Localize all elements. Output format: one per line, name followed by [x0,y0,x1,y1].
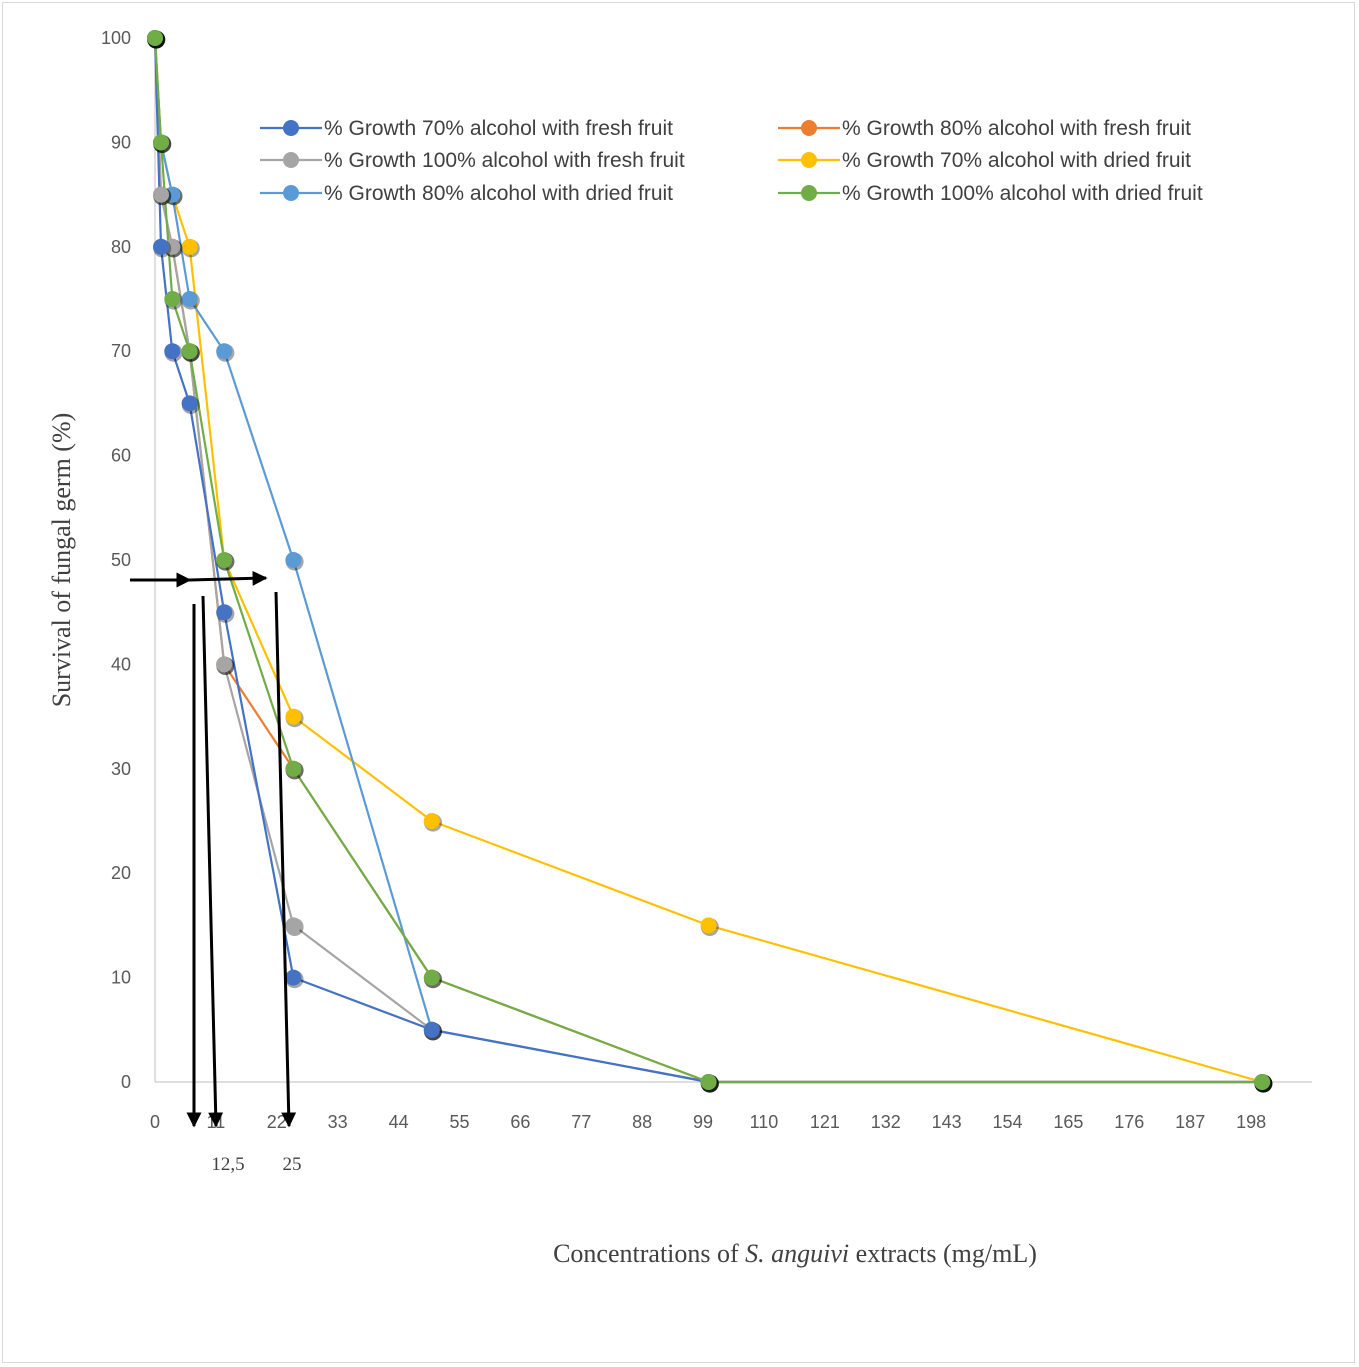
data-point [153,238,170,255]
data-point [285,708,302,725]
x-tick-label: 22 [267,1112,287,1132]
legend-marker [283,185,299,201]
data-point [147,30,163,46]
legend-label: % Growth 100% alcohol with dried fruit [842,182,1203,205]
x-tick-label: 154 [993,1112,1023,1132]
data-point [181,238,198,255]
x-tick-label: 44 [389,1112,409,1132]
x-tick-label: 121 [810,1112,840,1132]
annotation-25: 25 [283,1154,302,1175]
x-tick-label: 88 [632,1112,652,1132]
x-tick-label: 66 [510,1112,530,1132]
x-tick-label: 165 [1053,1112,1083,1132]
data-point [164,343,181,360]
data-point [285,969,302,986]
data-point [285,917,302,934]
series-layer [147,30,1273,1093]
data-point [285,552,302,568]
x-axis-label-part-1: Concentrations of [553,1239,745,1268]
annotation-arrow [189,570,268,586]
annotation-arrow [201,595,224,1128]
legend-label: % Growth 80% alcohol with fresh fruit [842,117,1191,140]
data-point [181,395,198,412]
annotation-arrows [130,570,297,1128]
x-tick-label: 132 [871,1112,901,1132]
legend: % Growth 70% alcohol with fresh fruit % G… [260,117,1203,205]
x-tick-label: 143 [932,1112,962,1132]
data-point [153,186,170,203]
legend-marker [801,185,817,201]
legend-marker [283,120,299,136]
x-axis-label: Concentrations of S. anguivi extracts (m… [553,1239,1037,1268]
data-point [423,1021,440,1038]
data-point [181,343,198,360]
x-axis-label-italic: S. anguivi [745,1239,849,1268]
legend-marker [283,152,299,168]
y-tick-label: 80 [111,237,131,257]
x-tick-label: 187 [1175,1112,1205,1132]
data-point [216,656,233,673]
annotation-12-5: 12,5 [211,1154,244,1175]
data-point [164,291,181,307]
data-point [181,291,198,307]
x-axis-label-part-3: extracts (mg/mL) [849,1239,1037,1268]
legend-label: % Growth 80% alcohol with dried fruit [324,182,673,205]
y-tick-label: 0 [121,1072,131,1092]
y-tick-label: 30 [111,759,131,779]
data-point [164,238,181,255]
x-tick-label: 33 [328,1112,348,1132]
x-tick-label: 55 [449,1112,469,1132]
data-point [423,813,440,829]
legend-label: % Growth 70% alcohol with dried fruit [842,149,1191,172]
y-tick-label: 60 [111,446,131,466]
y-axis-label: Survival of fungal germ (%) [47,413,76,708]
data-point [216,552,233,568]
legend-marker [801,152,817,168]
x-tick-label: 176 [1114,1112,1144,1132]
y-tick-label: 20 [111,863,131,883]
x-tick-label: 99 [693,1112,713,1132]
data-point [1254,1074,1271,1090]
data-point [700,917,717,934]
legend-marker [801,120,817,136]
data-point [216,343,233,360]
data-point [423,969,440,986]
y-tick-label: 100 [101,28,131,48]
data-point [700,1074,717,1090]
data-point [153,134,170,151]
legend-label: % Growth 100% alcohol with fresh fruit [324,149,685,172]
x-tick-label: 0 [150,1112,160,1132]
data-point [285,760,302,777]
x-tick-label: 198 [1236,1112,1266,1132]
annotation-arrow [274,591,297,1128]
data-point [164,186,181,203]
y-tick-label: 90 [111,132,131,152]
y-tick-label: 50 [111,550,131,570]
y-tick-label: 40 [111,654,131,674]
x-tick-label: 77 [571,1112,591,1132]
legend-label: % Growth 70% alcohol with fresh fruit [324,117,673,140]
y-tick-label: 70 [111,341,131,361]
data-point [216,604,233,621]
y-tick-label: 10 [111,968,131,988]
x-tick-label: 110 [750,1112,779,1132]
axes: 0102030405060708090100011223344556677889… [101,28,1312,1132]
